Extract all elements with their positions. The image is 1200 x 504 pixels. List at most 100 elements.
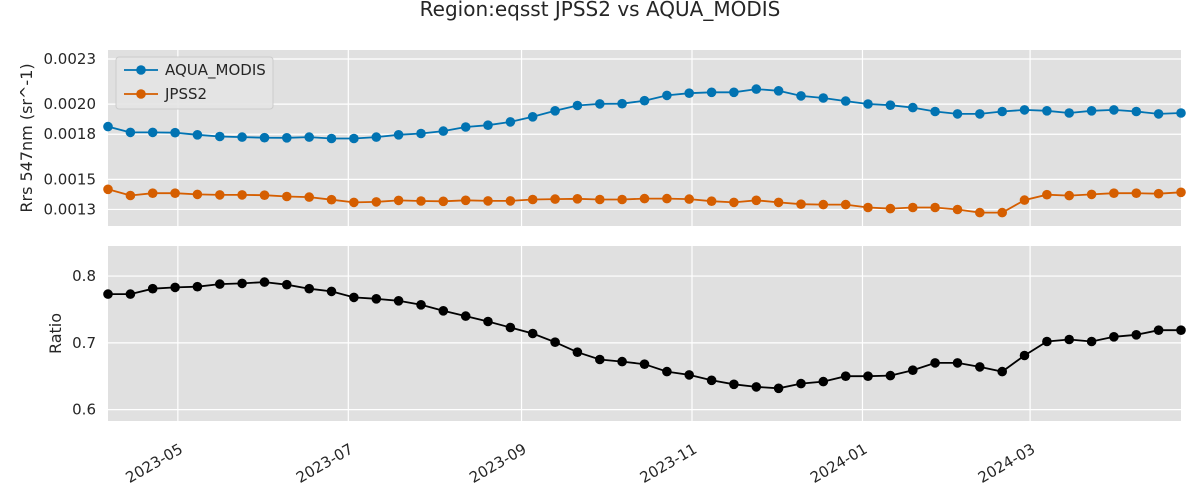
data-point-aqua-modis	[1042, 106, 1052, 116]
data-point-jpss2	[460, 195, 471, 206]
x-tick-label: 2024-01	[807, 440, 870, 487]
data-point-aqua-modis	[1019, 105, 1030, 115]
data-point-jpss2	[170, 188, 180, 198]
data-point-aqua-modis	[662, 90, 672, 101]
y-tick-label: 0.8	[72, 267, 96, 285]
data-point-aqua-modis	[617, 98, 627, 109]
data-point-jpss2	[908, 202, 918, 213]
data-point-jpss2	[1109, 188, 1119, 198]
data-point-ratio	[393, 296, 404, 306]
data-point-jpss2	[617, 194, 627, 205]
data-point-aqua-modis	[885, 100, 896, 110]
data-point-jpss2	[125, 190, 136, 201]
data-point-ratio	[304, 283, 315, 294]
data-point-ratio	[416, 300, 426, 310]
legend-label: AQUA_MODIS	[165, 61, 266, 80]
data-point-aqua-modis	[706, 87, 717, 98]
data-point-ratio	[997, 366, 1007, 377]
x-tick-label: 2024-03	[975, 440, 1038, 487]
data-point-ratio	[550, 337, 560, 348]
data-point-ratio	[192, 281, 203, 292]
y-tick-label: 0.0018	[44, 125, 97, 143]
data-point-ratio	[147, 283, 158, 294]
data-point-jpss2	[706, 196, 717, 206]
data-point-ratio	[952, 358, 963, 368]
x-tick-label: 2023-11	[637, 440, 700, 487]
data-point-ratio	[684, 370, 694, 380]
data-point-jpss2	[259, 190, 270, 200]
data-point-aqua-modis	[1064, 108, 1074, 118]
data-point-jpss2	[438, 196, 449, 207]
data-point-aqua-modis	[125, 127, 136, 138]
legend-marker	[136, 89, 146, 99]
data-point-aqua-modis	[1109, 105, 1119, 115]
data-point-aqua-modis	[304, 132, 315, 142]
data-point-aqua-modis	[1176, 108, 1186, 118]
data-point-ratio	[438, 306, 449, 316]
data-point-ratio	[751, 382, 762, 392]
data-point-aqua-modis	[930, 106, 940, 117]
data-point-jpss2	[1131, 188, 1142, 198]
data-point-aqua-modis	[997, 106, 1007, 117]
data-point-aqua-modis	[639, 95, 650, 106]
data-point-jpss2	[103, 184, 113, 195]
y-axis-label: Ratio	[46, 313, 65, 354]
data-point-jpss2	[684, 194, 694, 204]
data-point-aqua-modis	[1131, 106, 1142, 117]
data-point-ratio	[259, 277, 270, 287]
x-tick-label: 2023-09	[466, 440, 529, 487]
data-point-aqua-modis	[371, 132, 382, 142]
data-point-ratio	[818, 376, 829, 387]
data-point-ratio	[885, 370, 896, 381]
data-point-ratio	[215, 279, 225, 289]
data-point-ratio	[1042, 336, 1052, 347]
data-point-ratio	[237, 278, 247, 289]
data-point-jpss2	[147, 188, 158, 198]
data-point-ratio	[1109, 332, 1119, 342]
data-point-aqua-modis	[215, 131, 225, 142]
data-point-aqua-modis	[773, 86, 784, 96]
data-point-aqua-modis	[975, 109, 985, 119]
data-point-jpss2	[371, 197, 382, 207]
data-point-ratio	[282, 279, 292, 290]
data-point-ratio	[483, 316, 493, 327]
data-point-ratio	[639, 359, 650, 370]
plot-area-2	[108, 246, 1181, 421]
data-point-aqua-modis	[863, 99, 873, 109]
data-point-aqua-modis	[103, 121, 113, 132]
data-point-jpss2	[304, 192, 315, 202]
data-point-ratio	[505, 322, 516, 333]
data-point-aqua-modis	[259, 132, 270, 143]
data-point-aqua-modis	[796, 91, 806, 101]
data-point-ratio	[371, 294, 382, 304]
data-point-jpss2	[416, 196, 426, 206]
data-point-jpss2	[729, 197, 739, 208]
data-point-jpss2	[1019, 195, 1030, 205]
legend-marker	[136, 65, 146, 75]
data-point-ratio	[460, 311, 471, 321]
data-point-ratio	[840, 371, 851, 382]
data-point-jpss2	[1064, 190, 1074, 201]
data-point-jpss2	[773, 197, 784, 208]
y-axis-label: Rrs 547nm (sr^-1)	[17, 63, 36, 212]
data-point-jpss2	[1153, 188, 1164, 199]
data-point-aqua-modis	[1086, 106, 1097, 116]
data-point-jpss2	[483, 196, 493, 206]
data-point-jpss2	[952, 204, 963, 215]
data-point-aqua-modis	[460, 122, 471, 132]
data-point-ratio	[1153, 325, 1164, 336]
data-point-ratio	[1131, 330, 1142, 340]
chart-title: Region:eqsst JPSS2 vs AQUA_MODIS	[420, 0, 781, 21]
data-point-ratio	[773, 383, 784, 394]
data-point-aqua-modis	[840, 96, 851, 106]
data-point-jpss2	[1042, 189, 1052, 200]
data-point-aqua-modis	[349, 133, 359, 144]
data-point-jpss2	[282, 191, 292, 202]
data-point-jpss2	[215, 190, 225, 200]
data-point-jpss2	[1176, 187, 1186, 198]
data-point-jpss2	[662, 193, 672, 204]
data-point-ratio	[103, 289, 113, 299]
data-point-ratio	[908, 365, 918, 376]
data-point-jpss2	[818, 199, 829, 210]
